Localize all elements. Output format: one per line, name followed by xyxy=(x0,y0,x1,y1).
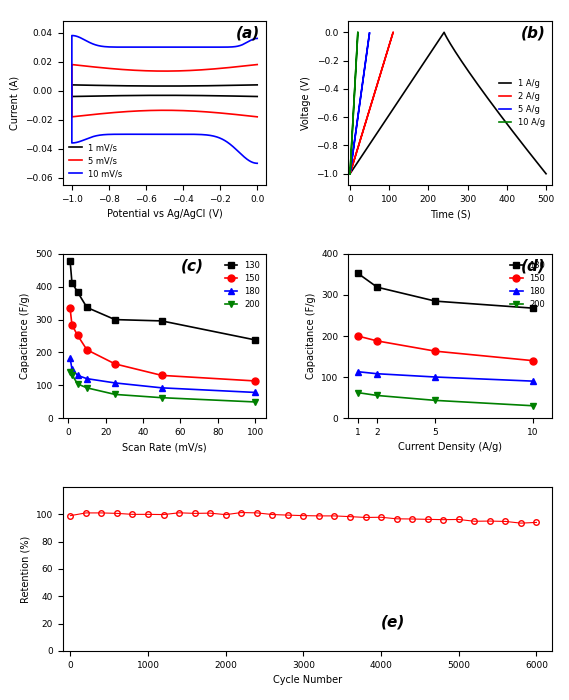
180 xyxy=(84,374,90,383)
130 xyxy=(112,316,118,324)
150 xyxy=(84,346,90,354)
130 xyxy=(68,279,75,287)
Line: 130: 130 xyxy=(67,257,259,344)
200 xyxy=(374,391,381,400)
200 xyxy=(68,370,75,379)
130 xyxy=(374,283,381,291)
150 xyxy=(67,304,73,312)
Legend: 1 mV/s, 5 mV/s, 10 mV/s: 1 mV/s, 5 mV/s, 10 mV/s xyxy=(67,141,125,181)
200 xyxy=(67,368,73,377)
130 xyxy=(529,304,536,312)
Y-axis label: Capacitance (F/g): Capacitance (F/g) xyxy=(20,293,30,379)
Text: (d): (d) xyxy=(521,259,546,274)
Text: (e): (e) xyxy=(381,615,405,630)
150 xyxy=(112,360,118,368)
130 xyxy=(74,288,81,296)
Line: 130: 130 xyxy=(354,270,536,312)
150 xyxy=(529,356,536,365)
Line: 150: 150 xyxy=(67,304,259,384)
150 xyxy=(68,321,75,329)
X-axis label: Potential vs Ag/AgCl (V): Potential vs Ag/AgCl (V) xyxy=(106,209,222,219)
Line: 200: 200 xyxy=(354,389,536,410)
200 xyxy=(74,379,81,388)
Legend: 130, 150, 180, 200: 130, 150, 180, 200 xyxy=(222,258,262,312)
150 xyxy=(432,347,439,356)
Y-axis label: Current (A): Current (A) xyxy=(10,76,20,130)
180 xyxy=(354,368,361,376)
Line: 180: 180 xyxy=(354,368,536,384)
Text: (b): (b) xyxy=(521,26,546,41)
Line: 180: 180 xyxy=(67,354,259,396)
X-axis label: Cycle Number: Cycle Number xyxy=(273,676,342,685)
Y-axis label: Capacitance (F/g): Capacitance (F/g) xyxy=(306,293,316,379)
200 xyxy=(529,402,536,410)
130 xyxy=(252,336,259,344)
180 xyxy=(529,377,536,385)
X-axis label: Scan Rate (mV/s): Scan Rate (mV/s) xyxy=(122,442,207,452)
Text: (a): (a) xyxy=(236,26,261,41)
200 xyxy=(84,384,90,392)
150 xyxy=(252,377,259,385)
130 xyxy=(432,297,439,305)
200 xyxy=(112,390,118,398)
180 xyxy=(252,389,259,397)
150 xyxy=(354,332,361,340)
180 xyxy=(74,371,81,379)
150 xyxy=(158,371,165,379)
150 xyxy=(374,337,381,345)
130 xyxy=(84,303,90,312)
130 xyxy=(354,269,361,277)
Text: (c): (c) xyxy=(181,259,204,274)
180 xyxy=(68,365,75,373)
200 xyxy=(158,393,165,402)
180 xyxy=(112,379,118,387)
180 xyxy=(432,373,439,382)
180 xyxy=(67,354,73,362)
200 xyxy=(252,398,259,406)
180 xyxy=(374,370,381,378)
130 xyxy=(158,316,165,325)
Legend: 130, 150, 180, 200: 130, 150, 180, 200 xyxy=(508,258,548,312)
Line: 200: 200 xyxy=(67,369,259,405)
Legend: 1 A/g, 2 A/g, 5 A/g, 10 A/g: 1 A/g, 2 A/g, 5 A/g, 10 A/g xyxy=(497,76,548,130)
X-axis label: Current Density (A/g): Current Density (A/g) xyxy=(398,442,502,452)
200 xyxy=(432,396,439,405)
X-axis label: Time (S): Time (S) xyxy=(430,209,471,219)
Y-axis label: Retention (%): Retention (%) xyxy=(20,536,30,603)
Line: 150: 150 xyxy=(354,332,536,364)
150 xyxy=(74,331,81,340)
Y-axis label: Voltage (V): Voltage (V) xyxy=(301,76,311,130)
130 xyxy=(67,256,73,265)
180 xyxy=(158,384,165,392)
200 xyxy=(354,389,361,397)
